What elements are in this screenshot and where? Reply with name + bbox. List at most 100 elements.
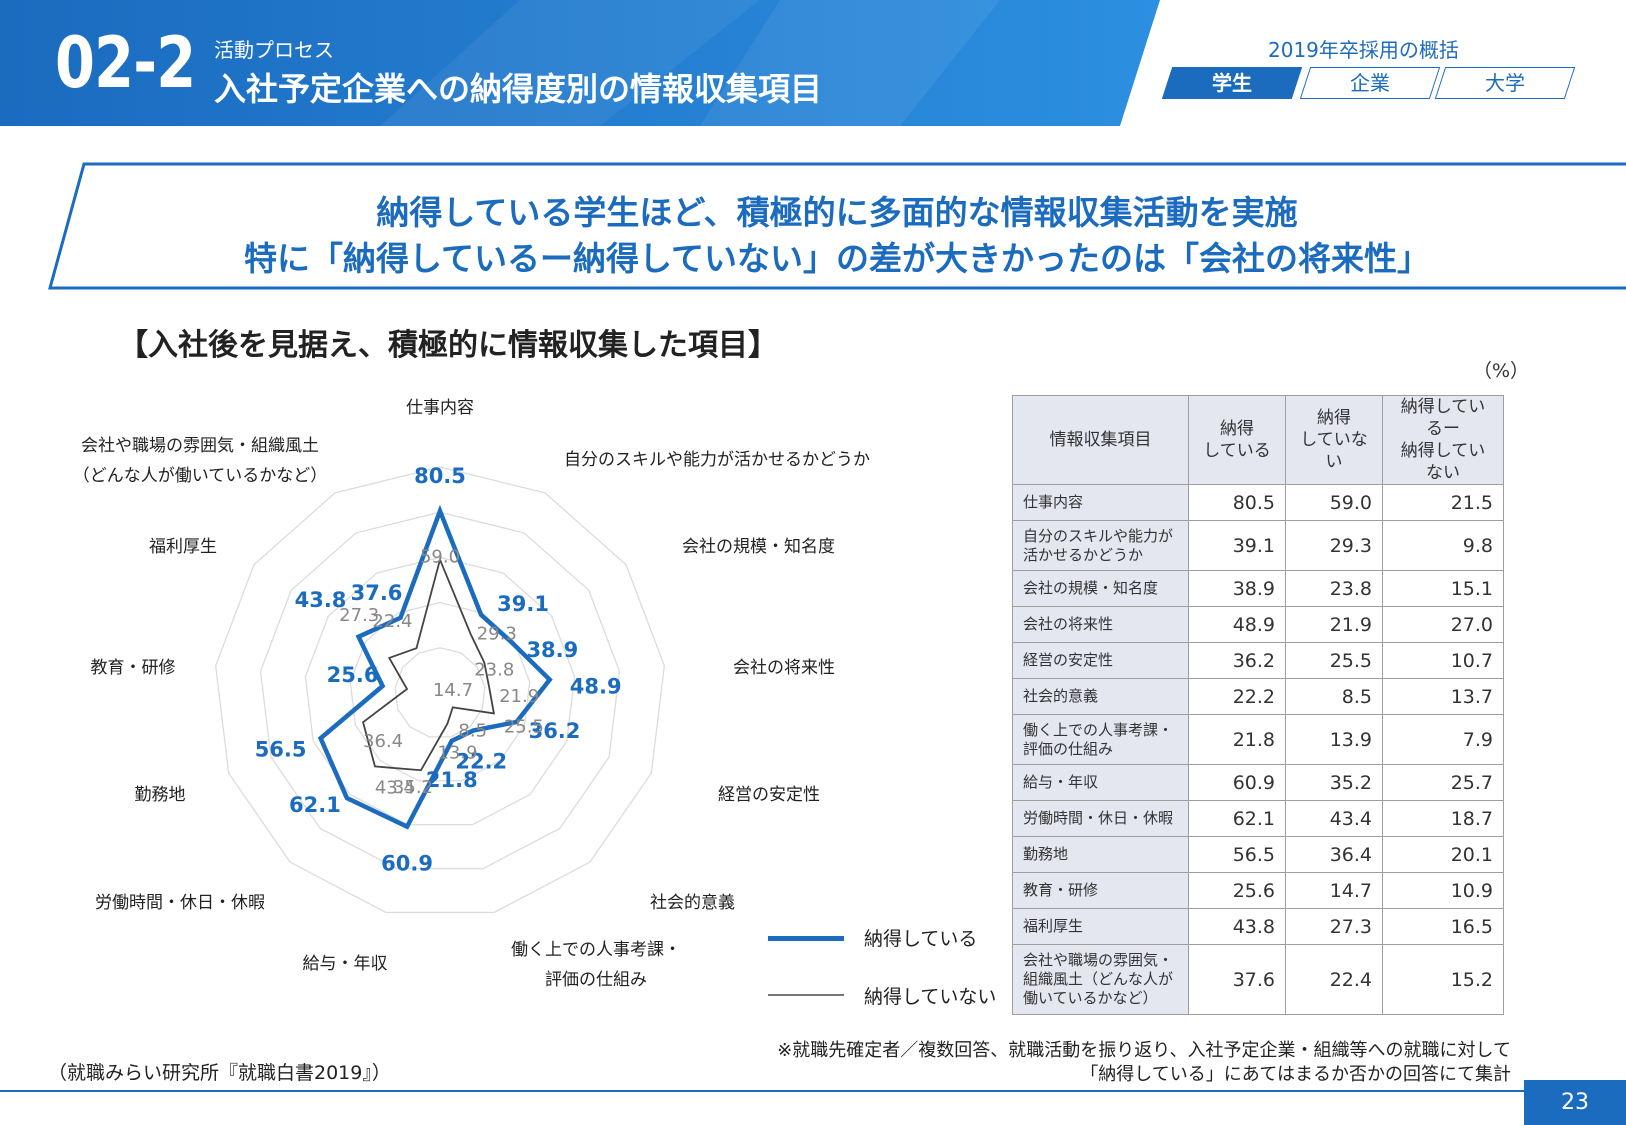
header-difference-text: 納得しているー 納得していない <box>1400 397 1486 483</box>
data-label-satisfied: 38.9 <box>526 638 578 662</box>
table-cell-unsatisfied: 22.4 <box>1285 944 1383 1015</box>
banner-frame <box>48 162 1626 290</box>
table-row: 労働時間・休日・休暇 62.1 43.4 18.7 <box>1012 800 1504 837</box>
series-line-unsatisfied <box>362 556 495 772</box>
tab-company[interactable]: 企業 <box>1299 67 1441 99</box>
table-cell-unsatisfied: 43.4 <box>1285 800 1383 837</box>
table-cell-satisfied: 36.2 <box>1188 642 1286 679</box>
table-cell-unsatisfied: 14.7 <box>1285 872 1383 909</box>
grid-ring <box>304 556 576 826</box>
data-label-satisfied: 39.1 <box>497 592 549 616</box>
header-satisfied: 納得 している <box>1188 395 1286 485</box>
table-cell-difference: 25.7 <box>1382 764 1504 801</box>
table-cell-unsatisfied: 21.9 <box>1285 606 1383 643</box>
table-row: 会社の規模・知名度 38.9 23.8 15.1 <box>1012 570 1504 607</box>
overview-label: 2019年卒採用の概括 <box>1268 38 1459 62</box>
data-label-satisfied: 62.1 <box>289 793 341 817</box>
header-background <box>0 0 1160 126</box>
table-row: 働く上での人事考課・ 評価の仕組み 21.8 13.9 7.9 <box>1012 714 1504 765</box>
data-label-unsatisfied: 43.4 <box>375 777 415 798</box>
grid-ring <box>214 466 666 914</box>
data-label-unsatisfied: 14.7 <box>433 680 473 701</box>
table-cell-unsatisfied: 25.5 <box>1285 642 1383 679</box>
table-cell-item: 自分のスキルや能力が 活かせるかどうか <box>1012 520 1189 571</box>
legend-line-unsatisfied <box>768 994 844 996</box>
table-row: 給与・年収 60.9 35.2 25.7 <box>1012 764 1504 801</box>
process-label: 活動プロセス <box>214 38 334 62</box>
table-cell-unsatisfied: 27.3 <box>1285 908 1383 945</box>
axis-label: 経営の安定性 <box>718 785 820 805</box>
source-citation: （就職みらい研究所『就職白書2019』） <box>48 1062 391 1084</box>
axis-label: 会社の規模・知名度 <box>682 537 835 557</box>
tab-company-label: 企業 <box>1350 71 1390 95</box>
table-cell-satisfied: 38.9 <box>1188 570 1286 607</box>
table-cell-difference: 16.5 <box>1382 908 1504 945</box>
table-cell-unsatisfied: 36.4 <box>1285 836 1383 873</box>
header-unsatisfied: 納得 していない <box>1285 395 1383 485</box>
axis-label: 福利厚生 <box>149 537 217 557</box>
note-line-2: 「納得している」にあてはまるか否かの回答にて集計 <box>1080 1064 1511 1085</box>
table-row: 勤務地 56.5 36.4 20.1 <box>1012 836 1504 873</box>
table-cell-item: 勤務地 <box>1012 836 1189 873</box>
table-row: 会社の将来性 48.9 21.9 27.0 <box>1012 606 1504 643</box>
page-number: 23 <box>1524 1080 1626 1125</box>
table-cell-item: 会社の規模・知名度 <box>1012 570 1189 607</box>
data-label-unsatisfied: 35.2 <box>393 777 433 798</box>
table-cell-satisfied: 37.6 <box>1188 944 1286 1015</box>
table-cell-difference: 15.2 <box>1382 944 1504 1015</box>
data-label-satisfied: 43.8 <box>295 588 347 612</box>
radar-chart: 80.5 39.1 38.9 48.9 36.2 22.221.8 60.9 62.1 56.5… <box>73 398 870 990</box>
table-cell-satisfied: 21.8 <box>1188 714 1286 765</box>
table-cell-item: 仕事内容 <box>1012 484 1189 521</box>
axis-label: 労働時間・休日・休暇 <box>95 893 265 913</box>
axis-label: 会社や職場の雰囲気・組織風土 <box>81 436 319 456</box>
axis-label: 仕事内容 <box>406 398 474 418</box>
header-item: 情報収集項目 <box>1012 395 1189 485</box>
table-cell-satisfied: 39.1 <box>1188 520 1286 571</box>
table-cell-difference: 7.9 <box>1382 714 1504 765</box>
data-label-satisfied: 25.6 <box>327 663 379 687</box>
table-cell-satisfied: 60.9 <box>1188 764 1286 801</box>
data-label-unsatisfied: 21.9 <box>499 686 539 707</box>
header-satisfied-text: 納得 している <box>1203 419 1271 461</box>
unit-label: （%） <box>1473 360 1530 382</box>
data-label-unsatisfied: 27.3 <box>339 605 379 626</box>
data-label-satisfied: 21.8 <box>426 768 478 792</box>
table-cell-item: 社会的意義 <box>1012 678 1189 715</box>
footer-divider <box>0 1090 1626 1092</box>
data-label-unsatisfied: 8.5 <box>458 720 487 741</box>
data-label-satisfied: 60.9 <box>381 852 433 876</box>
table-cell-satisfied: 80.5 <box>1188 484 1286 521</box>
axis-label: （どんな人が働いているかなど） <box>73 466 328 486</box>
data-label-satisfied: 80.5 <box>414 464 466 488</box>
tab-university[interactable]: 大学 <box>1434 67 1576 99</box>
table-cell-difference: 21.5 <box>1382 484 1504 521</box>
table-cell-satisfied: 62.1 <box>1188 800 1286 837</box>
data-label-satisfied: 48.9 <box>570 675 622 699</box>
table-cell-difference: 27.0 <box>1382 606 1504 643</box>
header-difference: 納得しているー 納得していない <box>1382 395 1504 485</box>
tab-student[interactable]: 学生 <box>1161 67 1303 99</box>
note-line-1: ※就職先確定者／複数回答、就職活動を振り返り、入社予定企業・組織等への就職に対し… <box>777 1040 1511 1061</box>
header-unsatisfied-text: 納得 していない <box>1300 408 1368 472</box>
data-label-unsatisfied: 13.9 <box>437 743 477 764</box>
legend-label-unsatisfied: 納得していない <box>864 986 997 1008</box>
axis-label: 会社の将来性 <box>733 658 835 678</box>
header-item-text: 情報収集項目 <box>1049 430 1152 450</box>
tab-student-label: 学生 <box>1212 71 1252 95</box>
table-cell-item: 働く上での人事考課・ 評価の仕組み <box>1012 714 1189 765</box>
table-cell-difference: 15.1 <box>1382 570 1504 607</box>
axis-label: 自分のスキルや能力が活かせるかどうか <box>564 450 870 470</box>
data-label-unsatisfied: 22.4 <box>372 611 412 632</box>
axis-label: 評価の仕組み <box>545 970 647 990</box>
table-cell-difference: 9.8 <box>1382 520 1504 571</box>
table-row: 会社や職場の雰囲気・ 組織風土（どんな人が 働いているかなど） 37.6 22.4 15.… <box>1012 944 1504 1015</box>
data-label-unsatisfied: 25.5 <box>504 716 544 737</box>
table-cell-satisfied: 48.9 <box>1188 606 1286 643</box>
data-label-unsatisfied: 23.8 <box>474 659 514 680</box>
table-row: 仕事内容 80.5 59.0 21.5 <box>1012 484 1504 521</box>
chart-heading: 【入社後を見据え、積極的に情報収集した項目】 <box>118 328 778 363</box>
table-row: 自分のスキルや能力が 活かせるかどうか 39.1 29.3 9.8 <box>1012 520 1504 571</box>
data-label-satisfied: 36.2 <box>529 719 581 743</box>
table-cell-satisfied: 22.2 <box>1188 678 1286 715</box>
